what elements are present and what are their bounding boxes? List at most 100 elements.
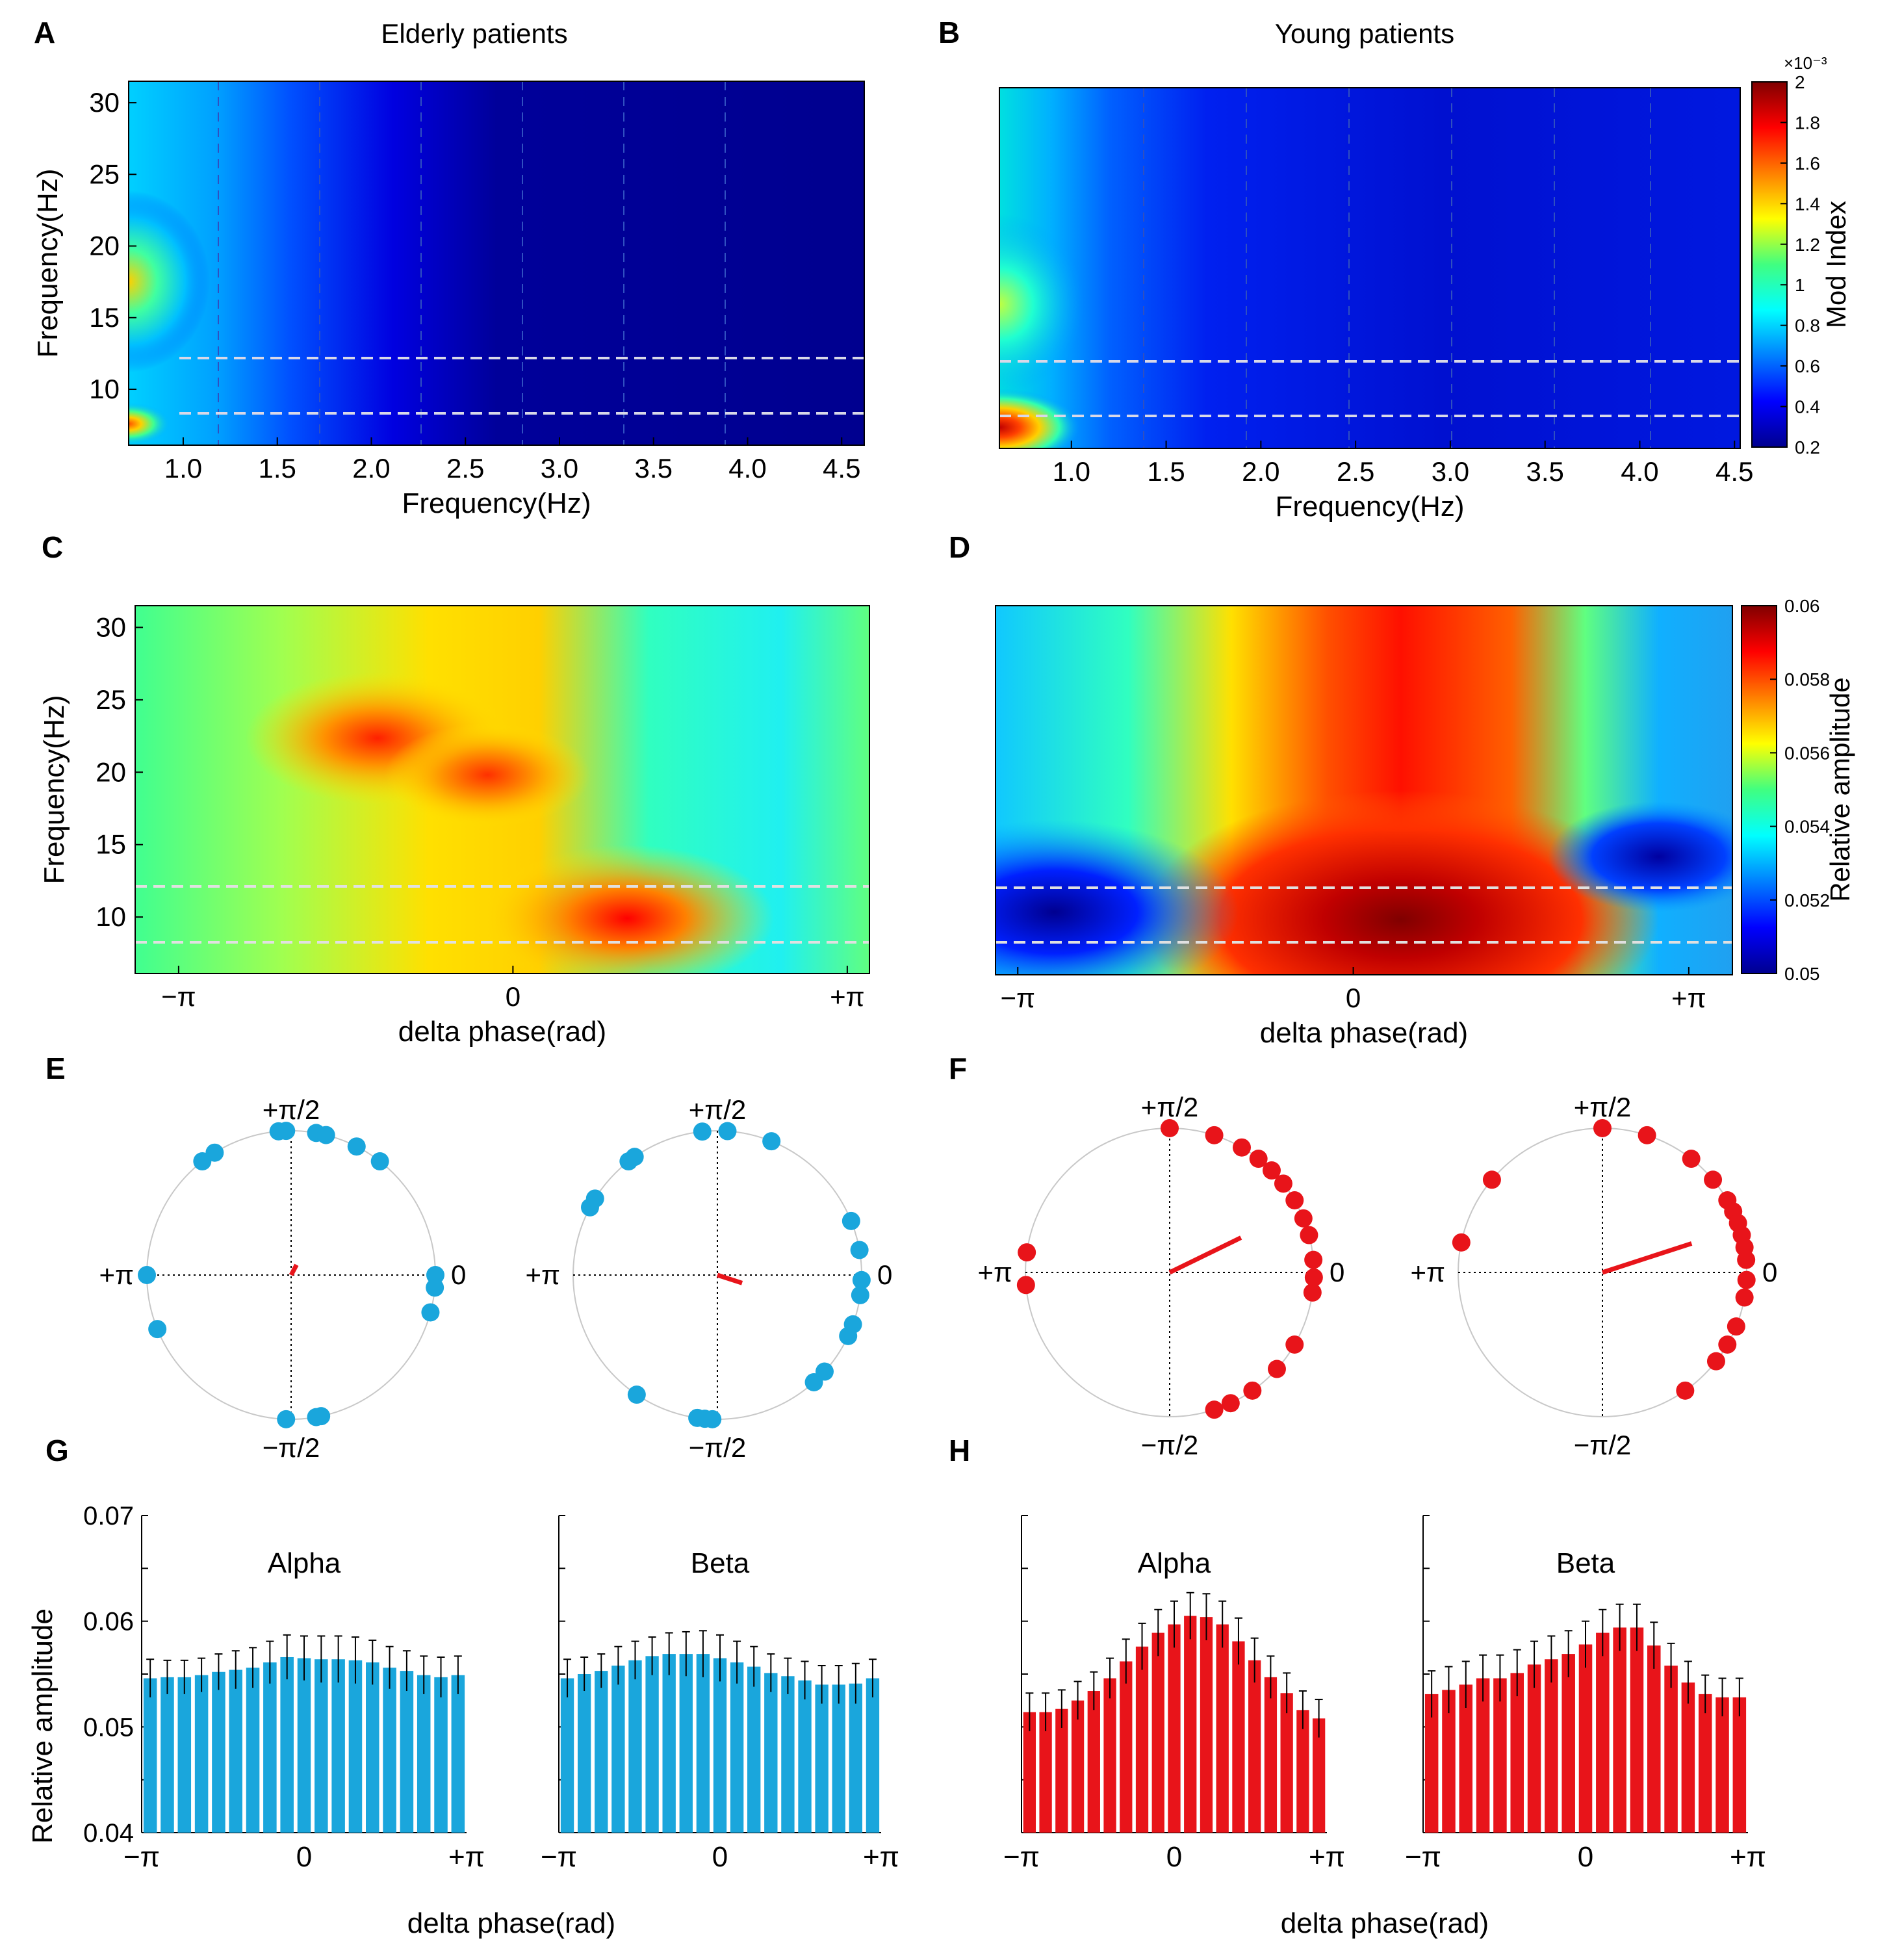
panel-b-heatmap: Young patients 1.0 1.5 2.0 2.5 3.0 3.5 4.0 4.5 F… bbox=[999, 18, 1851, 522]
bar bbox=[662, 1654, 676, 1833]
panel-b-title: Young patients bbox=[1275, 18, 1454, 49]
bar bbox=[1087, 1691, 1100, 1833]
polar-label-right: 0 bbox=[1762, 1257, 1777, 1287]
polar-point bbox=[426, 1278, 444, 1297]
colorbar-tick-label: 1.8 bbox=[1795, 112, 1820, 133]
x-tick-label: 1.5 bbox=[1147, 456, 1185, 487]
x-tick-label: −π bbox=[1000, 983, 1035, 1013]
bar bbox=[1264, 1677, 1278, 1833]
polar-label-bottom: −π/2 bbox=[1141, 1430, 1199, 1460]
polar-point bbox=[1482, 1170, 1501, 1189]
polar-point bbox=[1262, 1161, 1281, 1180]
panel-h-bars: Alpha −π 0 +π Beta −π 0 +π delta phase(rad) bbox=[1003, 1515, 1766, 1939]
bar bbox=[1681, 1683, 1695, 1833]
polar-point bbox=[688, 1408, 707, 1427]
bar bbox=[161, 1677, 174, 1833]
bar bbox=[815, 1684, 829, 1833]
panel-d-heatmap: −π 0 +π delta phase(rad) Relative amplitude… bbox=[995, 596, 1855, 1049]
polar-label-top: +π/2 bbox=[263, 1094, 320, 1125]
colorbar-tick-label: 0.8 bbox=[1795, 316, 1820, 336]
bar bbox=[696, 1654, 710, 1833]
panel-label-g: G bbox=[45, 1434, 69, 1467]
bar-x-axis-label: delta phase(rad) bbox=[1281, 1907, 1489, 1939]
panel-a-frame bbox=[128, 81, 865, 446]
bar bbox=[1459, 1684, 1473, 1833]
x-tick-label: +π bbox=[830, 981, 865, 1012]
bar bbox=[1312, 1718, 1326, 1833]
bar bbox=[229, 1670, 242, 1833]
x-tick-label: 2.5 bbox=[1337, 456, 1374, 487]
x-tick-label: 1.0 bbox=[164, 453, 202, 484]
y-tick-label: 10 bbox=[96, 901, 126, 932]
panel-a-axes: 1.0 1.5 2.0 2.5 3.0 3.5 4.0 4.5 10 15 20 25 30 Freque… bbox=[32, 87, 860, 519]
bar bbox=[595, 1671, 608, 1833]
panel-label-c: C bbox=[42, 530, 63, 564]
x-tick-label: 2.0 bbox=[1242, 456, 1279, 487]
polar-point bbox=[277, 1410, 296, 1428]
panel-c-axes: −π 0 +π 10 15 20 25 30 delta phase(rad) Frequency… bbox=[38, 612, 865, 1048]
bar bbox=[383, 1668, 396, 1833]
polar-point bbox=[804, 1373, 823, 1391]
bar bbox=[1055, 1709, 1068, 1833]
polar-label-right: 0 bbox=[877, 1259, 892, 1290]
polar-point bbox=[277, 1122, 296, 1141]
colorbar-tick-label: 2 bbox=[1795, 72, 1805, 92]
panel-b-axes: 1.0 1.5 2.0 2.5 3.0 3.5 4.0 4.5 Frequency(Hz) bbox=[1053, 441, 1753, 522]
bar-x-tick-label: 0 bbox=[712, 1841, 728, 1873]
bar-x-tick-label: +π bbox=[1309, 1841, 1345, 1873]
polar-point bbox=[1676, 1381, 1695, 1400]
polar-point bbox=[370, 1152, 389, 1171]
polar-point bbox=[1638, 1126, 1656, 1144]
polar-point bbox=[1205, 1126, 1224, 1144]
panel-a-title: Elderly patients bbox=[381, 18, 567, 49]
x-axis-label: Frequency(Hz) bbox=[402, 487, 591, 519]
bar bbox=[798, 1680, 812, 1833]
y-tick-label: 15 bbox=[89, 302, 120, 333]
x-tick-label: 3.5 bbox=[635, 453, 673, 484]
polar-point bbox=[1205, 1400, 1224, 1419]
bar-x-tick-label: −π bbox=[123, 1841, 160, 1873]
bar bbox=[713, 1658, 727, 1833]
y-tick-label: 10 bbox=[89, 374, 120, 404]
bar bbox=[1716, 1697, 1729, 1833]
panel-d-band-lines bbox=[996, 886, 1732, 944]
x-tick-label: 1.5 bbox=[259, 453, 296, 484]
bar bbox=[1561, 1654, 1575, 1833]
bar bbox=[611, 1665, 625, 1833]
polar-point bbox=[693, 1122, 712, 1141]
polar-point bbox=[851, 1285, 869, 1304]
x-tick-label: 3.0 bbox=[1432, 456, 1469, 487]
panel-a-band-lines bbox=[179, 357, 864, 415]
polar-point bbox=[1303, 1283, 1322, 1302]
colorbar-tick-label: 1.6 bbox=[1795, 153, 1820, 174]
polar-point bbox=[148, 1320, 167, 1339]
panel-a-hotspot-low bbox=[129, 312, 389, 445]
bar-subplot-title: Beta bbox=[1556, 1547, 1615, 1579]
bar bbox=[1023, 1712, 1036, 1833]
bar-x-tick-label: +π bbox=[1730, 1841, 1766, 1873]
colorbar-tick-label: 1.4 bbox=[1795, 194, 1820, 214]
polar-point bbox=[1285, 1191, 1304, 1209]
bar bbox=[1168, 1624, 1181, 1833]
bar bbox=[280, 1657, 294, 1833]
polar-point bbox=[138, 1266, 156, 1284]
panel-d-hotspot-blue-right bbox=[996, 606, 1732, 975]
bar bbox=[1103, 1678, 1116, 1833]
colorbar-mod-index-label: Mod Index bbox=[1821, 201, 1851, 328]
x-tick-label: 4.0 bbox=[1621, 456, 1658, 487]
polar-point bbox=[1161, 1119, 1179, 1137]
bar bbox=[832, 1684, 845, 1833]
panel-d-axes: −π 0 +π delta phase(rad) bbox=[1000, 967, 1706, 1049]
bar bbox=[781, 1676, 795, 1833]
polar-label-bottom: −π/2 bbox=[1574, 1430, 1632, 1460]
bar bbox=[1424, 1694, 1439, 1833]
colorbar-tick-label: 1 bbox=[1795, 275, 1805, 295]
bar bbox=[246, 1668, 260, 1833]
polar-point bbox=[1706, 1352, 1725, 1371]
y-tick-label: 20 bbox=[89, 231, 120, 261]
y-tick-label: 30 bbox=[89, 87, 120, 118]
bar bbox=[1216, 1624, 1229, 1833]
polar-label-right: 0 bbox=[1330, 1257, 1344, 1287]
y-tick-label: 30 bbox=[96, 612, 126, 642]
x-axis-label: delta phase(rad) bbox=[398, 1016, 606, 1048]
